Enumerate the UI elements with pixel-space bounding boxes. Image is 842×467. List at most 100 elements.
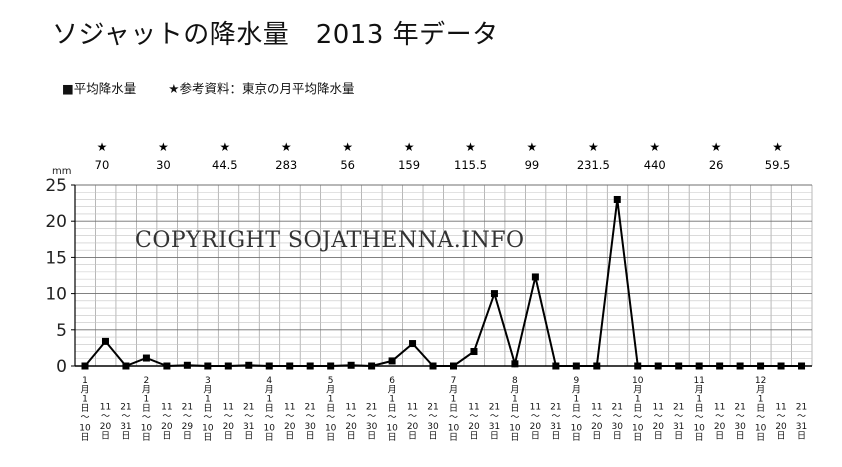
data-point <box>429 362 437 370</box>
x-tick-day-unit: 日 <box>203 403 212 414</box>
x-tick-end: 30 <box>734 422 746 432</box>
y-tick-label: 15 <box>45 248 67 268</box>
x-tick-start: 21 <box>734 403 745 413</box>
x-tick-month: 12 <box>755 376 766 386</box>
x-tick-range: ～ <box>408 412 417 422</box>
reference-value: 30 <box>156 158 171 172</box>
x-tick-end: 20 <box>775 422 787 432</box>
x-tick-day-unit: 日 <box>695 403 704 414</box>
data-point <box>286 362 294 370</box>
x-tick-start: 1 <box>82 395 88 405</box>
x-tick-day-unit: 日 <box>121 431 130 442</box>
x-tick-end: 10 <box>325 424 337 434</box>
x-tick-label: 11～20日 <box>714 403 726 442</box>
x-tick-label: 11～20日 <box>407 403 419 442</box>
x-tick-day-unit: 日 <box>367 431 376 442</box>
data-point <box>552 362 560 370</box>
x-tick-month-unit: 月 <box>510 384 519 395</box>
x-tick-end: 30 <box>304 422 316 432</box>
reference-star: ★ <box>465 140 476 154</box>
x-tick-start: 1 <box>573 395 579 405</box>
x-tick-day-unit: 日 <box>101 431 110 442</box>
x-tick-range: ～ <box>306 412 315 422</box>
x-tick-month: 9 <box>573 376 579 386</box>
x-tick-start: 1 <box>635 395 641 405</box>
x-tick-end: 31 <box>243 422 254 432</box>
x-tick-range: ～ <box>531 412 540 422</box>
data-point <box>265 362 273 370</box>
x-tick-label: 11～20日 <box>100 403 112 442</box>
x-tick-day-unit: 日 <box>736 431 745 442</box>
x-tick-end: 20 <box>591 422 603 432</box>
x-tick-start: 11 <box>223 403 234 413</box>
x-tick-label: 21～30日 <box>304 403 316 442</box>
x-tick-month-unit: 月 <box>449 384 458 395</box>
x-tick-end: 10 <box>632 424 644 434</box>
x-tick-label: 11～20日 <box>284 403 296 442</box>
x-tick-start: 11 <box>652 403 663 413</box>
x-tick-end: 10 <box>448 424 460 434</box>
x-tick-day-unit: 日 <box>797 431 806 442</box>
x-tick-range: ～ <box>654 412 663 422</box>
data-point <box>572 362 580 370</box>
x-tick-month-unit: 月 <box>80 384 89 395</box>
data-point <box>204 362 212 370</box>
x-tick-range: ～ <box>80 413 89 423</box>
x-tick-range: ～ <box>490 412 499 422</box>
x-tick-day-unit: 日 <box>162 431 171 442</box>
data-point <box>450 362 457 370</box>
x-tick-end: 20 <box>161 422 173 432</box>
x-tick-start: 21 <box>427 403 438 413</box>
x-tick-end: 10 <box>693 424 705 434</box>
x-tick-start: 11 <box>345 403 356 413</box>
reference-value: 99 <box>525 158 540 172</box>
data-point <box>531 273 539 281</box>
x-tick-end: 31 <box>673 422 684 432</box>
legend-series-label: ■平均降水量 <box>62 81 137 96</box>
x-tick-day-unit: 日 <box>756 432 765 443</box>
x-tick-day-unit: 日 <box>306 431 315 442</box>
x-tick-start: 21 <box>489 403 500 413</box>
x-tick-day-unit: 日 <box>265 403 274 414</box>
x-tick-end: 20 <box>652 422 664 432</box>
data-point <box>306 362 314 370</box>
x-tick-start: 21 <box>673 403 684 413</box>
data-point <box>122 362 130 370</box>
reference-value: 26 <box>709 158 724 172</box>
data-point <box>368 362 376 370</box>
x-tick-start: 21 <box>550 403 561 413</box>
x-tick-day-unit: 日 <box>613 431 622 442</box>
x-tick-label: 11～20日 <box>591 403 603 442</box>
data-point <box>409 340 417 348</box>
x-tick-start: 1 <box>328 395 334 405</box>
x-tick-day-unit: 日 <box>572 403 581 414</box>
x-tick-label: 21～31日 <box>120 403 131 442</box>
reference-value: 283 <box>275 158 297 172</box>
data-point <box>736 362 744 370</box>
x-tick-end: 10 <box>509 424 521 434</box>
x-tick-range: ～ <box>449 413 458 423</box>
x-tick-month: 11 <box>693 376 704 386</box>
reference-value: 56 <box>340 158 355 172</box>
reference-star: ★ <box>711 140 722 154</box>
reference-star: ★ <box>649 140 660 154</box>
x-tick-day-unit: 日 <box>265 432 274 443</box>
x-tick-range: ～ <box>142 413 151 423</box>
data-point <box>245 361 253 369</box>
x-tick-day-unit: 日 <box>429 431 438 442</box>
data-point <box>470 348 478 356</box>
reference-value: 44.5 <box>212 158 238 172</box>
reference-star: ★ <box>404 140 415 154</box>
reference-value: 159 <box>398 158 420 172</box>
x-tick-month: 6 <box>389 376 395 386</box>
reference-value: 115.5 <box>454 158 487 172</box>
data-point <box>388 357 396 365</box>
y-tick-label: 20 <box>45 212 67 232</box>
x-tick-label: 11～20日 <box>345 403 357 442</box>
x-tick-end: 10 <box>79 424 91 434</box>
x-tick-end: 10 <box>141 424 153 434</box>
